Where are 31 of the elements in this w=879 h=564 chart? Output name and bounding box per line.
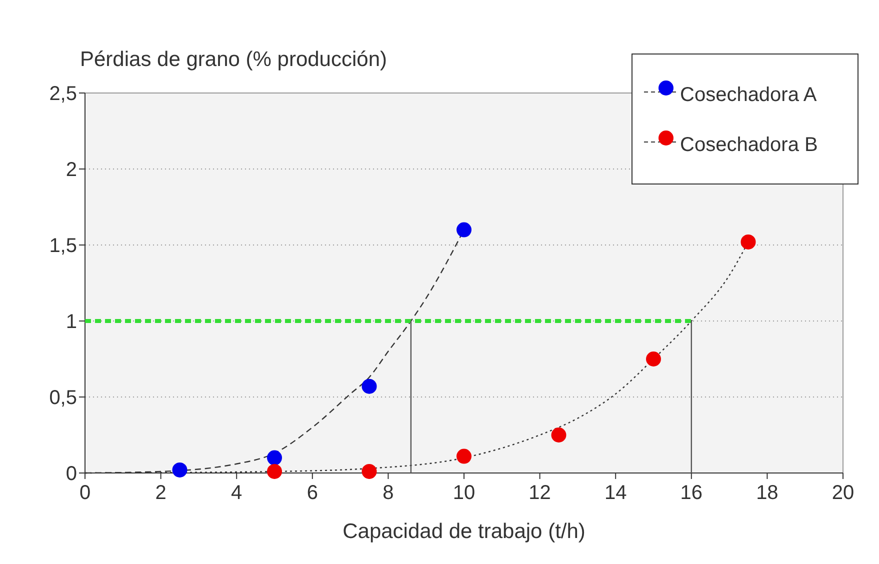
x-tick-label: 12 [528,482,551,504]
x-axis-title: Capacidad de trabajo (t/h) [342,520,586,543]
x-tick-label: 8 [382,482,394,504]
y-tick-label: 1 [66,311,77,333]
y-tick-label: 1,5 [49,235,77,257]
x-tick-label: 6 [306,482,318,504]
x-tick-label: 4 [231,482,242,504]
x-tick-label: 0 [79,482,91,504]
x-tick-label: 2 [155,482,166,504]
y-tick-label: 2 [66,159,77,181]
y-tick-label: 0,5 [49,387,77,409]
x-tick-label: 14 [604,482,627,504]
point [646,352,661,366]
x-tick-label: 20 [832,482,854,504]
point [362,464,377,479]
y-tick-label: 2,5 [49,83,77,105]
x-tick-label: 16 [680,482,703,504]
point [456,222,472,238]
point [740,234,756,250]
x-tick-label: 18 [756,482,778,504]
point [362,378,377,394]
point [267,464,282,479]
y-tick-label: 0 [66,463,77,485]
x-tick-label: 10 [452,482,476,504]
point [172,462,188,478]
point [551,428,566,442]
y-axis-title: Pérdias de grano (% producción) [80,48,388,71]
legend-label: Cosechadora A [680,84,818,106]
point [267,450,282,466]
point [456,448,472,464]
legend-label: Cosechadora B [680,134,818,156]
